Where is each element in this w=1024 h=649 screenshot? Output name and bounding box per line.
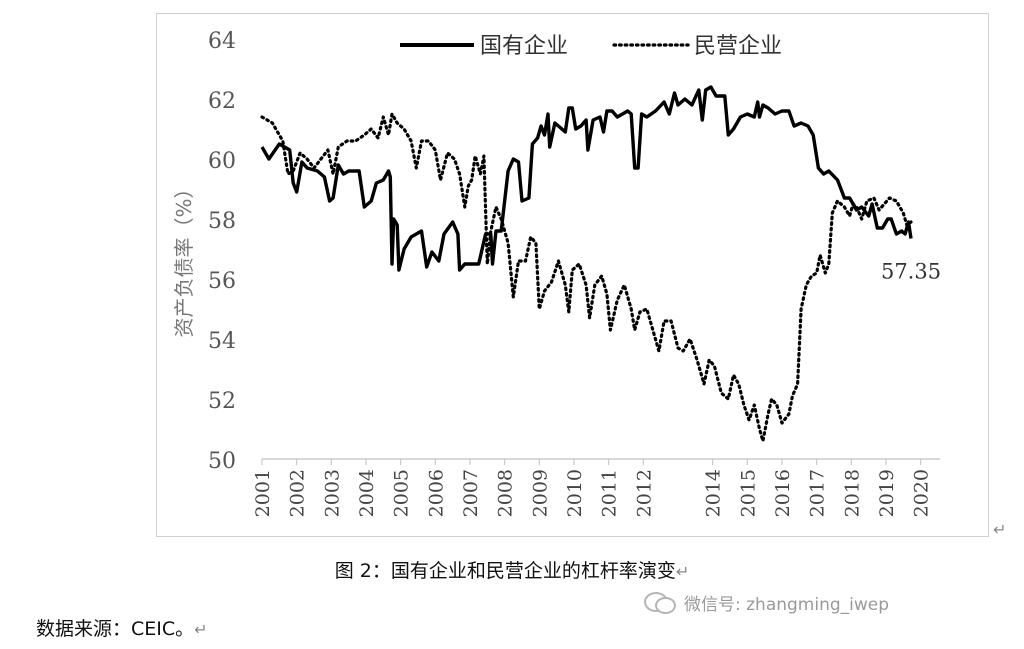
return-mark-frame: ↵ <box>993 520 1007 539</box>
end-value-label: 57.35 <box>881 260 941 284</box>
series-line-private <box>260 112 913 443</box>
y-tick-label: 58 <box>208 209 236 234</box>
return-mark-source: ↵ <box>194 620 208 639</box>
x-tick-label: 2011 <box>599 469 621 517</box>
x-tick-label: 2015 <box>737 469 759 517</box>
data-source: 数据来源：CEIC。↵ <box>36 614 208 641</box>
legend-label: 民营企业 <box>694 34 782 59</box>
figure-caption: 图 2：国有企业和民营企业的杠杆率演变↵ <box>0 556 1024 583</box>
x-tick-label: 2020 <box>911 469 933 517</box>
x-tick-label: 2017 <box>807 469 829 517</box>
x-tick-label: 2004 <box>356 469 378 517</box>
x-tick-label: 2006 <box>425 469 447 517</box>
x-tick-label: 2019 <box>876 469 898 517</box>
x-tick-label: 2003 <box>321 469 343 517</box>
x-tick-label: 2010 <box>564 469 586 517</box>
y-tick-label: 52 <box>208 389 236 414</box>
watermark-text: 微信号: zhangming_iwep <box>684 595 890 615</box>
y-tick-label: 56 <box>208 269 236 294</box>
wechat-watermark: 微信号: zhangming_iwep <box>644 590 889 615</box>
return-mark: ↵ <box>675 562 690 581</box>
x-tick-label: 2016 <box>772 469 794 517</box>
caption-text: 图 2：国有企业和民营企业的杠杆率演变 <box>334 560 676 582</box>
y-tick-label: 54 <box>208 329 236 354</box>
series-line-soe <box>260 85 913 272</box>
source-text: 数据来源：CEIC。 <box>36 618 195 640</box>
x-tick-label: 2012 <box>633 469 655 517</box>
x-tick-label: 2014 <box>703 469 725 517</box>
y-tick-label: 60 <box>208 149 236 174</box>
y-tick-label: 62 <box>208 89 236 114</box>
x-tick-label: 2008 <box>495 469 517 517</box>
chart-frame <box>156 13 989 537</box>
wechat-icon <box>644 591 678 614</box>
x-tick-label: 2018 <box>841 469 863 517</box>
x-tick-label: 2002 <box>287 469 309 517</box>
legend-label: 国有企业 <box>480 34 568 59</box>
y-tick-label: 64 <box>208 29 236 54</box>
x-tick-label: 2007 <box>460 469 482 517</box>
x-tick-label: 2009 <box>529 469 551 517</box>
x-tick-label: 2005 <box>391 469 413 517</box>
y-axis-title: 资产负债率（%） <box>172 178 196 337</box>
y-tick-label: 50 <box>208 449 236 474</box>
x-tick-label: 2001 <box>252 469 274 517</box>
